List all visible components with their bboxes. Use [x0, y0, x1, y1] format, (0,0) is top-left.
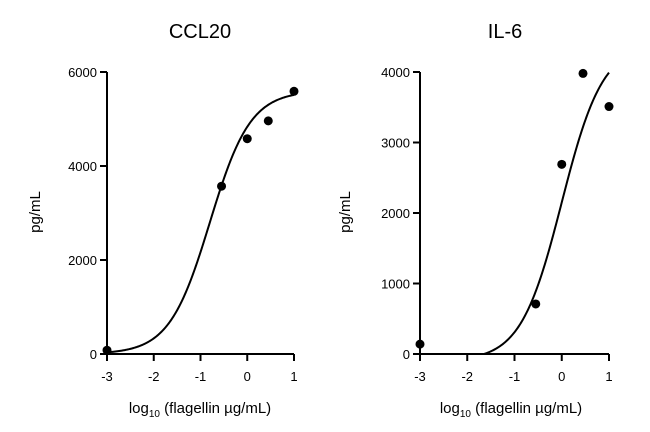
il6-x-tick-label: -1 [509, 369, 521, 384]
ccl20-y-tick-label: 4000 [68, 159, 97, 174]
ccl20-plot-area: 0 2000 4000 6000 -3 -2 -1 0 1 [68, 65, 299, 384]
il6-y-axis-label: pg/mL [337, 191, 354, 233]
il6-data-point [415, 339, 425, 349]
ccl20-data-point [217, 181, 227, 191]
ccl20-fit-curve [106, 93, 295, 354]
ccl20-y-axis-label: pg/mL [27, 191, 44, 233]
il6-data-point [604, 102, 614, 112]
il6-data-point [531, 299, 541, 309]
il6-x-axis-label-subscript: 10 [460, 409, 472, 420]
il6-x-tick-label: -2 [461, 369, 473, 384]
il6-x-axis-label: log10 (flagellin µg/mL) [440, 400, 582, 420]
il6-x-tick-label: 0 [558, 369, 565, 384]
il6-chart-title: IL-6 [488, 21, 522, 43]
il6-y-tick-label: 1000 [381, 277, 410, 292]
il6-plot-area: 0 1000 2000 3000 4000 -3 -2 -1 0 1 [381, 65, 614, 384]
ccl20-chart-panel: CCL20 pg/mL log10 (flagellin µg/mL) 0200… [27, 21, 299, 420]
il6-y-tick-label: 2000 [381, 206, 410, 221]
il6-data-point [557, 159, 567, 169]
ccl20-y-tick-label: 6000 [68, 65, 97, 80]
il6-x-tick-label: 1 [605, 369, 612, 384]
il6-y-tick-label: 3000 [381, 136, 410, 151]
ccl20-x-axis-label-log: log [129, 400, 149, 417]
ccl20-chart-title: CCL20 [169, 21, 231, 43]
ccl20-data-point [289, 86, 299, 96]
ccl20-data-point [263, 116, 273, 126]
ccl20-x-axis-label-subscript: 10 [149, 409, 161, 420]
ccl20-data-point [242, 134, 252, 144]
il6-x-tick-label: -3 [414, 369, 426, 384]
il6-x-axis-label-log: log [440, 400, 460, 417]
ccl20-x-axis-label-units: (flagellin µg/mL) [160, 400, 271, 417]
ccl20-x-tick-label: -2 [148, 369, 160, 384]
il6-y-tick-label: 0 [403, 347, 410, 362]
ccl20-x-tick-label: 0 [244, 369, 251, 384]
ccl20-y-tick-label: 0 [90, 347, 97, 362]
ccl20-x-tick-label: 1 [290, 369, 297, 384]
il6-x-axis-label-units: (flagellin µg/mL) [471, 400, 582, 417]
il6-data-point [578, 68, 588, 78]
il6-chart-panel: IL-6 pg/mL log10 (flagellin µg/mL) 01000… [337, 21, 614, 420]
ccl20-x-tick-label: -1 [195, 369, 207, 384]
ccl20-x-tick-label: -3 [101, 369, 113, 384]
ccl20-data-point [102, 345, 112, 355]
il6-y-tick-label: 4000 [381, 65, 410, 80]
ccl20-y-tick-label: 2000 [68, 253, 97, 268]
il6-fit-curve [420, 72, 610, 355]
ccl20-x-axis-label: log10 (flagellin µg/mL) [129, 400, 271, 420]
